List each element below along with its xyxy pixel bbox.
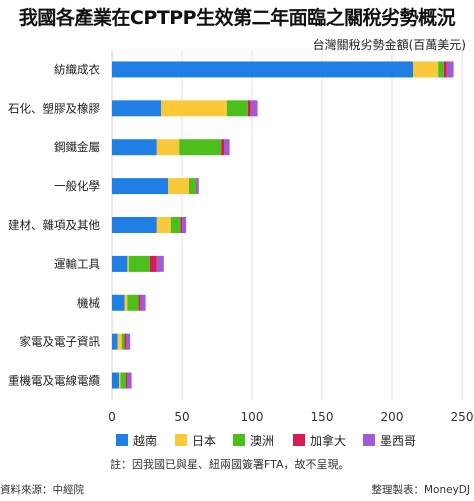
category-label: 重機電及電線電纜 (8, 374, 100, 388)
bar-segment (120, 372, 126, 389)
category-label: 鋼鐵金屬 (54, 140, 100, 154)
bar-segment (124, 294, 128, 311)
bar-segment (156, 255, 164, 272)
bar-segment (112, 333, 118, 350)
category-label: 家電及電子資訊 (20, 335, 101, 349)
bar-segment (179, 139, 222, 156)
legend-swatch (363, 434, 375, 446)
legend-swatch (175, 434, 187, 446)
bar-segment (112, 139, 157, 156)
legend-swatch (293, 434, 305, 446)
bar-segment (168, 178, 189, 195)
bar-segment (250, 100, 258, 117)
category-label: 紡織成衣 (54, 62, 100, 76)
source-note: 資料來源：中經院 (0, 484, 84, 496)
chart-title: 我國各產業在CPTPP生效第二年面臨之關稅劣勢概況 (18, 7, 456, 29)
bar-segment (112, 217, 157, 233)
bar-segment (156, 139, 180, 156)
bar-segment (126, 372, 128, 389)
footnote: 註：因我國已與星、紐兩國簽署FTA，故不呈現。 (110, 457, 350, 471)
bar-segment (112, 372, 119, 389)
bar-segment (124, 333, 126, 350)
legend-label: 墨西哥 (380, 434, 416, 448)
x-tick-label: 0 (108, 410, 116, 424)
bar-segment (127, 255, 129, 272)
bar-segment (196, 178, 199, 195)
credit-note: 整理製表：MoneyDJ (371, 484, 471, 496)
bar-segment (189, 178, 196, 195)
x-tick-label: 50 (174, 410, 189, 424)
legend-swatch (116, 434, 128, 446)
bar-segment (170, 217, 181, 233)
bar-segment (112, 178, 168, 195)
bar-segment (180, 217, 182, 233)
category-label: 一般化學 (54, 179, 100, 193)
x-tick-label: 150 (311, 410, 334, 424)
bar-segment (121, 333, 125, 350)
legend-swatch (233, 434, 245, 446)
bar-segment (438, 61, 444, 78)
chart-subtitle: 台灣關稅劣勢金額(百萬美元) (312, 38, 466, 52)
bar-segment (128, 255, 150, 272)
bar-segment (112, 61, 413, 78)
bar-segment (112, 100, 161, 117)
x-tick-label: 200 (381, 410, 404, 424)
bar-segment (126, 333, 131, 350)
legend-label: 加拿大 (310, 433, 346, 448)
bar-segment (140, 294, 146, 311)
bar-segment (149, 255, 157, 272)
bar-segment (446, 61, 454, 78)
bar-segment (226, 100, 248, 117)
category-label: 機械 (77, 296, 100, 310)
bar-segment (443, 61, 447, 78)
bar-segment (112, 294, 125, 311)
bar-segment (127, 372, 132, 389)
bar-segment (112, 255, 128, 272)
bar-segment (156, 217, 171, 233)
x-tick-label: 100 (241, 410, 264, 424)
x-tick-label: 250 (451, 410, 474, 424)
bar-segment (413, 61, 439, 78)
category-label: 運輸工具 (54, 257, 100, 271)
bar-segment (161, 100, 227, 117)
legend-label: 日本 (192, 434, 216, 448)
category-label: 建材、雜項及其他 (8, 218, 100, 232)
legend-label: 越南 (133, 433, 157, 448)
bar-segment (182, 217, 187, 233)
legend-label: 澳洲 (250, 434, 274, 448)
bar-segment (221, 139, 224, 156)
bar-segment (117, 333, 122, 350)
category-label: 石化、塑膠及橡膠 (8, 101, 100, 115)
bar-segment (119, 372, 121, 389)
bar-segment (138, 294, 140, 311)
bar-segment (247, 100, 251, 117)
bar-segment (127, 294, 139, 311)
bar-segment (224, 139, 230, 156)
